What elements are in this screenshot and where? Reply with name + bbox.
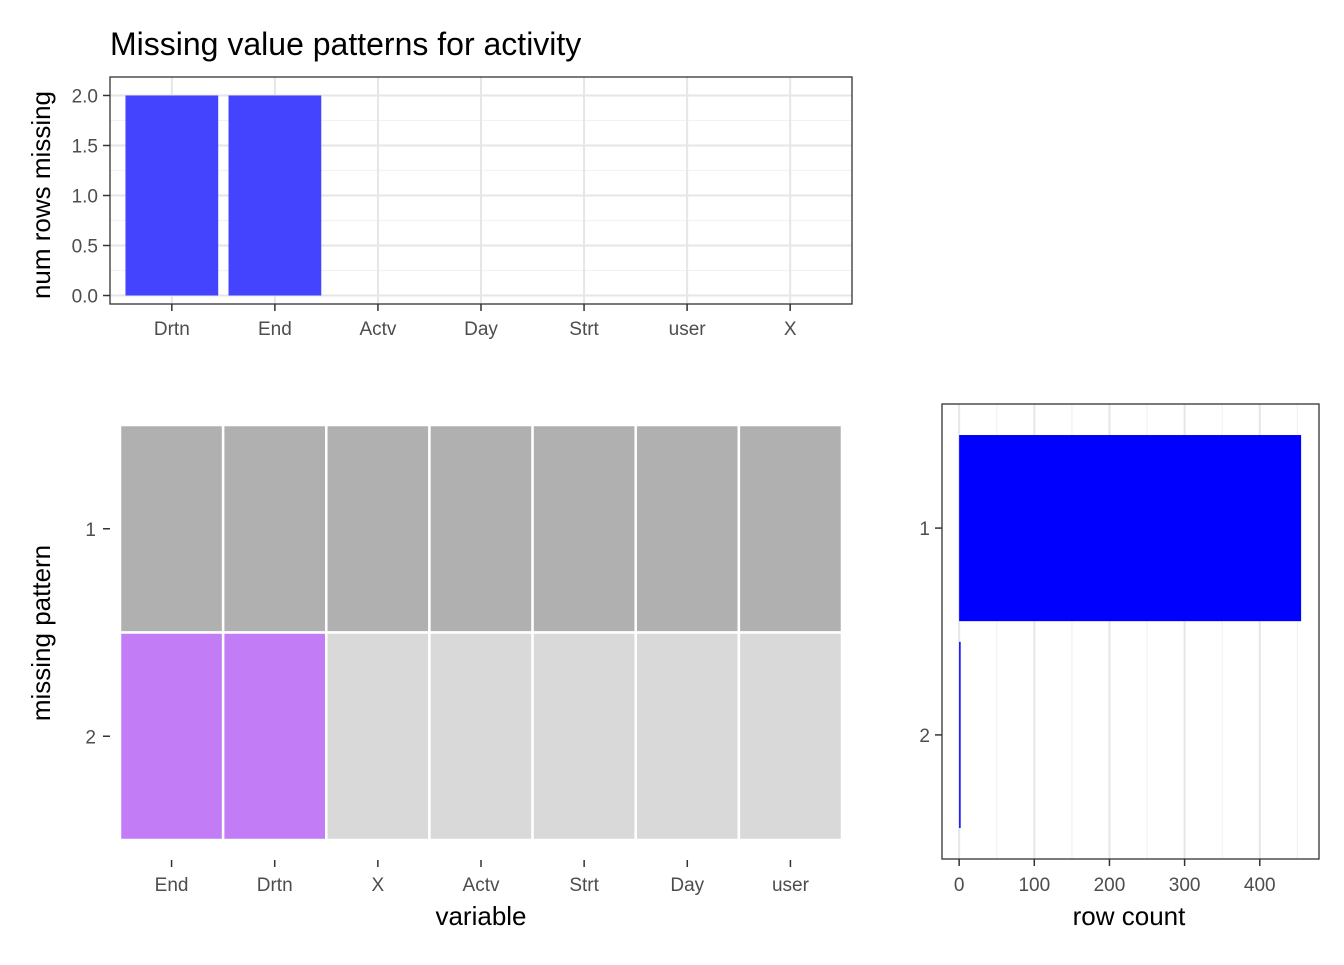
top-bar-panel: 0.00.51.01.52.0 Drtn End Actv Day Strt user X …	[26, 76, 853, 340]
heatmap-cell	[221, 631, 328, 842]
heatmap-x-tick-label: Actv	[463, 875, 500, 896]
heatmap-cell	[531, 423, 637, 634]
heatmap-cell	[428, 631, 534, 842]
row-count-y-axis: 12	[919, 519, 942, 747]
top-y-tick-label: 2.0	[72, 86, 98, 107]
heatmap-y-tick-label: 1	[85, 520, 96, 541]
top-y-tick-label: 0.0	[72, 287, 98, 308]
top-bars	[125, 95, 322, 296]
row-count-x-tick-label: 200	[1094, 875, 1126, 896]
top-y-tick-label: 1.0	[72, 187, 98, 208]
heatmap-x-tick-label: Day	[670, 875, 704, 896]
heatmap-x-tick-label: user	[772, 875, 810, 896]
row-count-y-tick-label: 2	[919, 726, 930, 747]
top-x-tick-label: Strt	[569, 319, 599, 340]
heatmap-cell	[737, 631, 844, 842]
top-y-axis: 0.0 0.5 1.0 1.5 2.0	[72, 86, 110, 308]
top-x-tick-label: Day	[464, 319, 498, 340]
top-x-tick-label: Drtn	[154, 319, 190, 340]
heatmap-x-axis: End Drtn X Actv Strt Day user	[155, 860, 810, 896]
top-x-tick-label: X	[784, 319, 797, 340]
top-x-tick-label: Actv	[359, 319, 396, 340]
row-count-bars	[959, 435, 1302, 828]
chart-title: Missing value patterns for activity	[110, 26, 581, 62]
row-count-bar	[959, 435, 1302, 622]
top-bar	[228, 95, 322, 296]
row-count-panel-border	[941, 403, 1320, 860]
heatmap-cell	[737, 423, 844, 634]
heatmap-y-tick-label: 2	[85, 727, 96, 748]
heatmap-cell	[531, 631, 637, 842]
heatmap-cell	[325, 423, 431, 634]
row-count-x-tick-label: 400	[1244, 875, 1276, 896]
top-x-tick-label: End	[258, 319, 292, 340]
row-count-panel: 12 0 100 200 300 400 row count	[919, 403, 1320, 931]
heatmap-cell	[634, 423, 741, 634]
row-count-x-tick-label: 0	[954, 875, 965, 896]
heatmap-x-tick-label: Strt	[569, 875, 599, 896]
missing-pattern-panel: 12 End Drtn X Actv Strt Day user variable miss…	[26, 423, 844, 931]
top-y-tick-label: 0.5	[72, 237, 98, 258]
heatmap-x-axis-label: variable	[435, 901, 526, 931]
row-count-bar	[959, 641, 961, 828]
heatmap-y-axis: 12	[85, 520, 110, 748]
row-count-x-tick-label: 300	[1169, 875, 1201, 896]
heatmap-cell	[118, 423, 225, 634]
heatmap-x-tick-label: End	[155, 875, 189, 896]
heatmap-cell	[221, 423, 328, 634]
top-x-axis: Drtn End Actv Day Strt user X	[154, 304, 797, 340]
top-bar	[125, 95, 219, 296]
heatmap-cell	[118, 631, 225, 842]
top-x-tick-label: user	[669, 319, 707, 340]
heatmap-x-tick-label: Drtn	[257, 875, 293, 896]
top-y-tick-label: 1.5	[72, 136, 98, 157]
heatmap-cell	[325, 631, 431, 842]
row-count-y-tick-label: 1	[919, 519, 930, 540]
row-count-x-axis: 0 100 200 300 400	[954, 859, 1276, 896]
heatmap-cell	[428, 423, 534, 634]
heatmap-x-tick-label: X	[372, 875, 385, 896]
row-count-x-tick-label: 100	[1018, 875, 1050, 896]
heatmap-cells	[118, 423, 844, 842]
heatmap-cell	[634, 631, 741, 842]
top-y-axis-label: num rows missing	[26, 91, 56, 299]
heatmap-y-axis-label: missing pattern	[26, 545, 56, 721]
row-count-x-axis-label: row count	[1073, 901, 1186, 931]
